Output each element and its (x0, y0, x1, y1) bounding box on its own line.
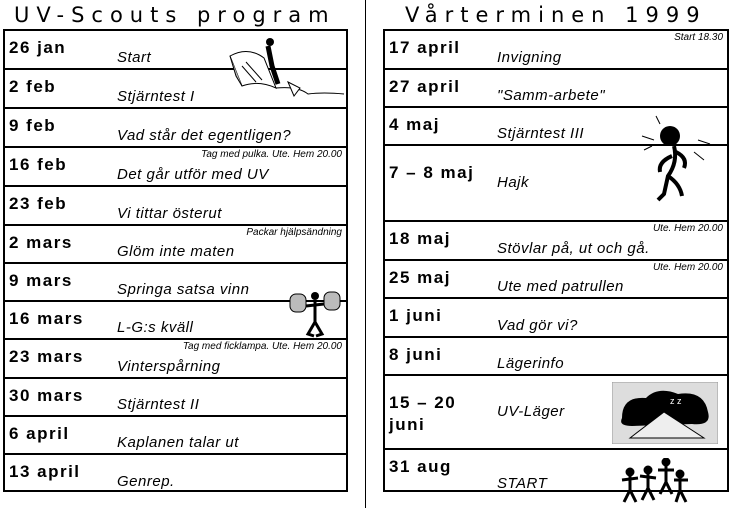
column-divider (365, 0, 366, 508)
schedule-row: 26 jan Start (5, 31, 346, 70)
jumping-figure-illustration (641, 115, 711, 202)
row-date: 30 mars (9, 386, 84, 405)
row-event: Invigning (497, 49, 562, 66)
row-event: Hajk (497, 174, 530, 191)
schedule-row: 18 maj Stövlar på, ut och gå. Ute. Hem 20.… (385, 222, 727, 261)
schedule-row: 25 maj Ute med patrullen Ute. Hem 20.00 (385, 261, 727, 299)
row-event: L-G:s kväll (117, 319, 194, 336)
row-event: UV-Läger (497, 403, 565, 420)
schedule-row: 8 juni Lägerinfo (385, 338, 727, 376)
row-event: Ute med patrullen (497, 278, 624, 295)
schedule-row: 30 mars Stjärntest II (5, 379, 346, 417)
right-schedule-table: 17 april Invigning Start 18.30 27 april "Sam… (383, 29, 729, 492)
row-date: 26 jan (9, 38, 67, 57)
row-date: 25 maj (389, 268, 451, 287)
row-event: Start (117, 49, 152, 66)
row-date: 2 mars (9, 233, 73, 252)
schedule-row: 13 april Genrep. (5, 455, 346, 492)
row-date: 27 april (389, 77, 461, 96)
row-event: "Samm-arbete" (497, 87, 606, 104)
row-note: Start 18.30 (674, 32, 723, 43)
schedule-row: 1 juni Vad gör vi? (385, 299, 727, 338)
row-date: 4 maj (389, 115, 440, 134)
schedule-row: 23 mars Vinterspårning Tag med ficklampa. … (5, 340, 346, 379)
row-note: Tag med ficklampa. Ute. Hem 20.00 (182, 341, 342, 352)
row-event: Stjärntest II (117, 396, 200, 413)
svg-text:z z: z z (670, 396, 682, 406)
row-date: 2 feb (9, 77, 57, 96)
row-date: 9 mars (9, 271, 73, 290)
left-title: UV-Scouts program (14, 3, 336, 27)
row-event: Det går utför med UV (117, 166, 269, 183)
row-note: Ute. Hem 20.00 (652, 262, 723, 273)
left-schedule-table: 26 jan Start 2 feb Stjärntest I 9 feb Vad stå… (3, 29, 348, 492)
row-date: 6 april (9, 424, 70, 443)
schedule-row: 2 mars Glöm inte maten Packar hjälpsändnin… (5, 226, 346, 264)
row-date: 7 – 8 maj (389, 163, 475, 182)
schedule-row: 27 april "Samm-arbete" (385, 70, 727, 108)
tablets-figure-illustration (289, 291, 341, 338)
schedule-row: 17 april Invigning Start 18.30 (385, 31, 727, 70)
schedule-row: 16 feb Det går utför med UV Tag med pulka.… (5, 148, 346, 187)
row-event: Stjärntest I (117, 88, 195, 105)
row-date: 16 feb (9, 155, 68, 174)
row-event: Lägerinfo (497, 355, 565, 372)
schedule-row: 9 mars Springa satsa vinn (5, 264, 346, 302)
row-event: Stjärntest III (497, 125, 585, 142)
row-event: Kaplanen talar ut (117, 434, 239, 451)
row-date: 1 juni (389, 306, 443, 325)
dancing-figures-illustration (621, 458, 688, 503)
row-date: 16 mars (9, 309, 84, 328)
row-note: Ute. Hem 20.00 (652, 223, 723, 234)
schedule-row: 31 aug START (385, 450, 727, 494)
row-note: Packar hjälpsändning (246, 227, 342, 238)
schedule-row: 4 maj Stjärntest III (385, 108, 727, 146)
row-date: 8 juni (389, 345, 443, 364)
row-event: START (497, 475, 548, 492)
schedule-row: 15 – 20 juni UV-Läger (385, 376, 727, 450)
row-event: Glöm inte maten (117, 243, 235, 260)
schedule-row: 2 feb Stjärntest I (5, 70, 346, 109)
row-event: Stövlar på, ut och gå. (497, 240, 650, 257)
row-event: Vinterspårning (117, 358, 221, 375)
schedule-row: 9 feb Vad står det egentligen? (5, 109, 346, 148)
schedule-row: 7 – 8 maj Hajk (385, 146, 727, 222)
row-date: 31 aug (389, 457, 452, 476)
row-event: Genrep. (117, 473, 175, 490)
row-event: Vad gör vi? (497, 317, 578, 334)
row-event: Vi tittar österut (117, 205, 222, 222)
right-title: Vårterminen 1999 (405, 3, 707, 27)
tent-camp-illustration: z z (612, 382, 718, 444)
row-date: 13 april (9, 462, 81, 481)
row-date: 23 feb (9, 194, 68, 213)
row-date: 15 – 20 juni (389, 393, 457, 434)
row-date: 18 maj (389, 229, 451, 248)
row-event: Springa satsa vinn (117, 281, 250, 298)
schedule-row: 23 feb Vi tittar österut (5, 187, 346, 226)
scroll-reader-illustration (229, 38, 345, 97)
row-date: 17 april (389, 38, 461, 57)
row-note: Tag med pulka. Ute. Hem 20.00 (201, 149, 342, 160)
row-event: Vad står det egentligen? (117, 127, 292, 144)
schedule-row: 6 april Kaplanen talar ut (5, 417, 346, 455)
row-date: 23 mars (9, 347, 84, 366)
row-date: 9 feb (9, 116, 57, 135)
schedule-row: 16 mars L-G:s kväll (5, 302, 346, 340)
